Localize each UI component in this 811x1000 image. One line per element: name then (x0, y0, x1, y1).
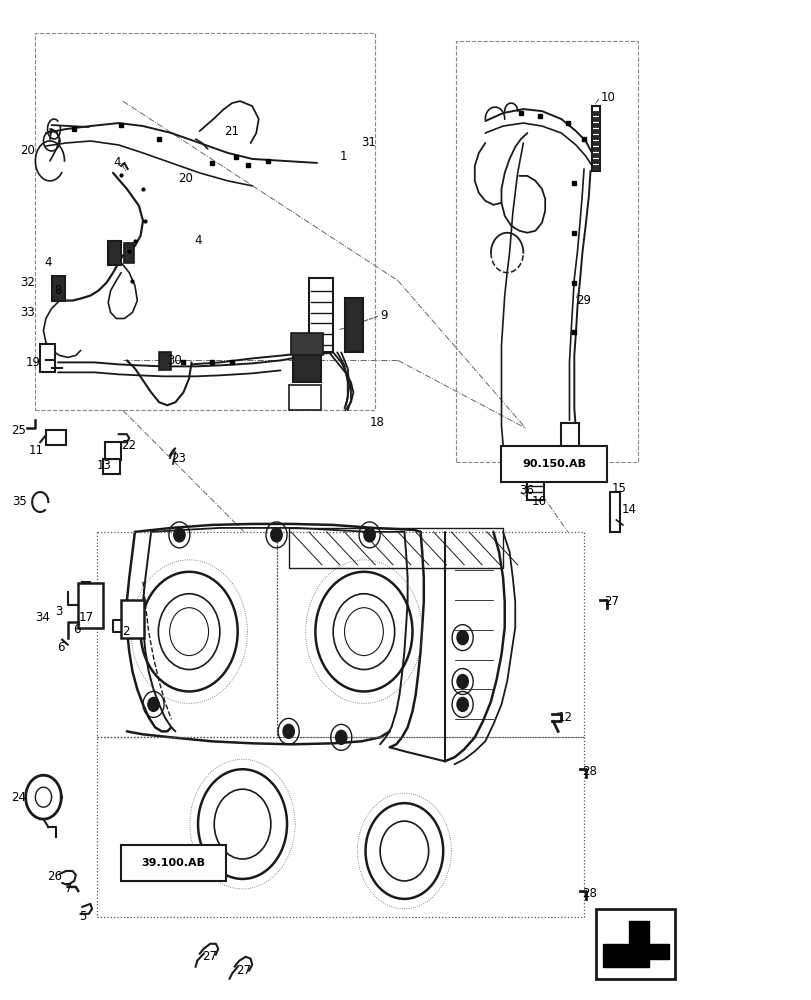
Bar (108, 241, 121, 265)
Circle shape (174, 528, 185, 542)
Circle shape (457, 675, 468, 688)
Text: 30: 30 (167, 354, 182, 367)
Bar (591, 117, 599, 121)
Text: 31: 31 (361, 136, 376, 149)
Bar (41, 344, 54, 372)
Bar (591, 147, 599, 151)
Bar (501, 446, 606, 482)
Text: 18: 18 (369, 416, 384, 429)
Bar (78, 583, 102, 628)
Bar (105, 442, 121, 460)
Text: 6: 6 (73, 623, 80, 636)
Bar (292, 354, 320, 382)
Bar (290, 333, 323, 355)
Bar (591, 135, 599, 139)
Bar (288, 528, 503, 568)
Text: 8: 8 (54, 284, 62, 297)
Text: 23: 23 (171, 452, 186, 465)
Text: 17: 17 (78, 611, 93, 624)
Text: 33: 33 (20, 306, 36, 319)
Text: 28: 28 (581, 765, 597, 778)
Text: 12: 12 (557, 711, 573, 724)
Bar (591, 153, 599, 157)
Text: 90.150.AB: 90.150.AB (521, 459, 586, 469)
Text: 2: 2 (122, 625, 129, 638)
Text: 11: 11 (28, 444, 44, 457)
Text: 29: 29 (575, 294, 590, 307)
Bar (46, 430, 66, 445)
Circle shape (363, 528, 375, 542)
Text: 4: 4 (44, 256, 51, 269)
Bar (591, 123, 599, 127)
Text: 15: 15 (611, 482, 625, 495)
Text: 7: 7 (65, 882, 72, 895)
Circle shape (335, 730, 346, 744)
Bar (595, 909, 675, 979)
Circle shape (457, 697, 468, 711)
Bar (102, 459, 120, 474)
Text: 35: 35 (12, 495, 28, 508)
Bar (591, 165, 599, 169)
Bar (288, 385, 320, 410)
Text: 28: 28 (581, 887, 597, 900)
Bar (591, 106, 599, 171)
Text: 27: 27 (236, 964, 251, 977)
Text: 34: 34 (35, 611, 50, 624)
Text: 13: 13 (97, 459, 112, 472)
Text: 24: 24 (11, 791, 26, 804)
Text: 5: 5 (79, 910, 86, 923)
Text: 32: 32 (20, 276, 36, 289)
Bar (121, 845, 226, 881)
Text: 39.100.AB: 39.100.AB (142, 858, 205, 868)
Text: 4: 4 (114, 156, 121, 169)
Bar (456, 41, 637, 462)
Circle shape (271, 528, 282, 542)
Text: 4: 4 (195, 234, 202, 247)
Polygon shape (602, 921, 668, 967)
Text: 27: 27 (202, 950, 217, 963)
Text: 36: 36 (519, 484, 534, 497)
Bar (526, 468, 543, 500)
Circle shape (283, 724, 294, 738)
Bar (560, 452, 578, 460)
Bar (591, 159, 599, 163)
Text: 10: 10 (599, 91, 614, 104)
Text: 25: 25 (11, 424, 26, 437)
Bar (159, 352, 171, 370)
Text: 9: 9 (380, 309, 387, 322)
Bar (345, 298, 363, 352)
Circle shape (457, 631, 468, 645)
Bar (591, 111, 599, 115)
Bar (121, 600, 144, 638)
Bar (591, 141, 599, 145)
Bar (124, 243, 134, 263)
Text: 20: 20 (20, 144, 36, 157)
Bar (36, 33, 375, 410)
Text: 19: 19 (25, 356, 41, 369)
Text: 14: 14 (620, 503, 636, 516)
Text: 1: 1 (339, 150, 347, 163)
Text: 22: 22 (121, 439, 136, 452)
Text: 16: 16 (530, 495, 546, 508)
Text: 6: 6 (57, 641, 64, 654)
Text: 21: 21 (224, 125, 238, 138)
Text: 3: 3 (54, 605, 62, 618)
Text: 27: 27 (603, 595, 619, 608)
Circle shape (148, 697, 159, 711)
Text: 26: 26 (47, 870, 62, 883)
Bar (609, 492, 619, 532)
Text: 20: 20 (178, 172, 192, 185)
Bar (591, 129, 599, 133)
Bar (308, 278, 333, 352)
Bar (51, 276, 64, 301)
Bar (560, 423, 578, 455)
